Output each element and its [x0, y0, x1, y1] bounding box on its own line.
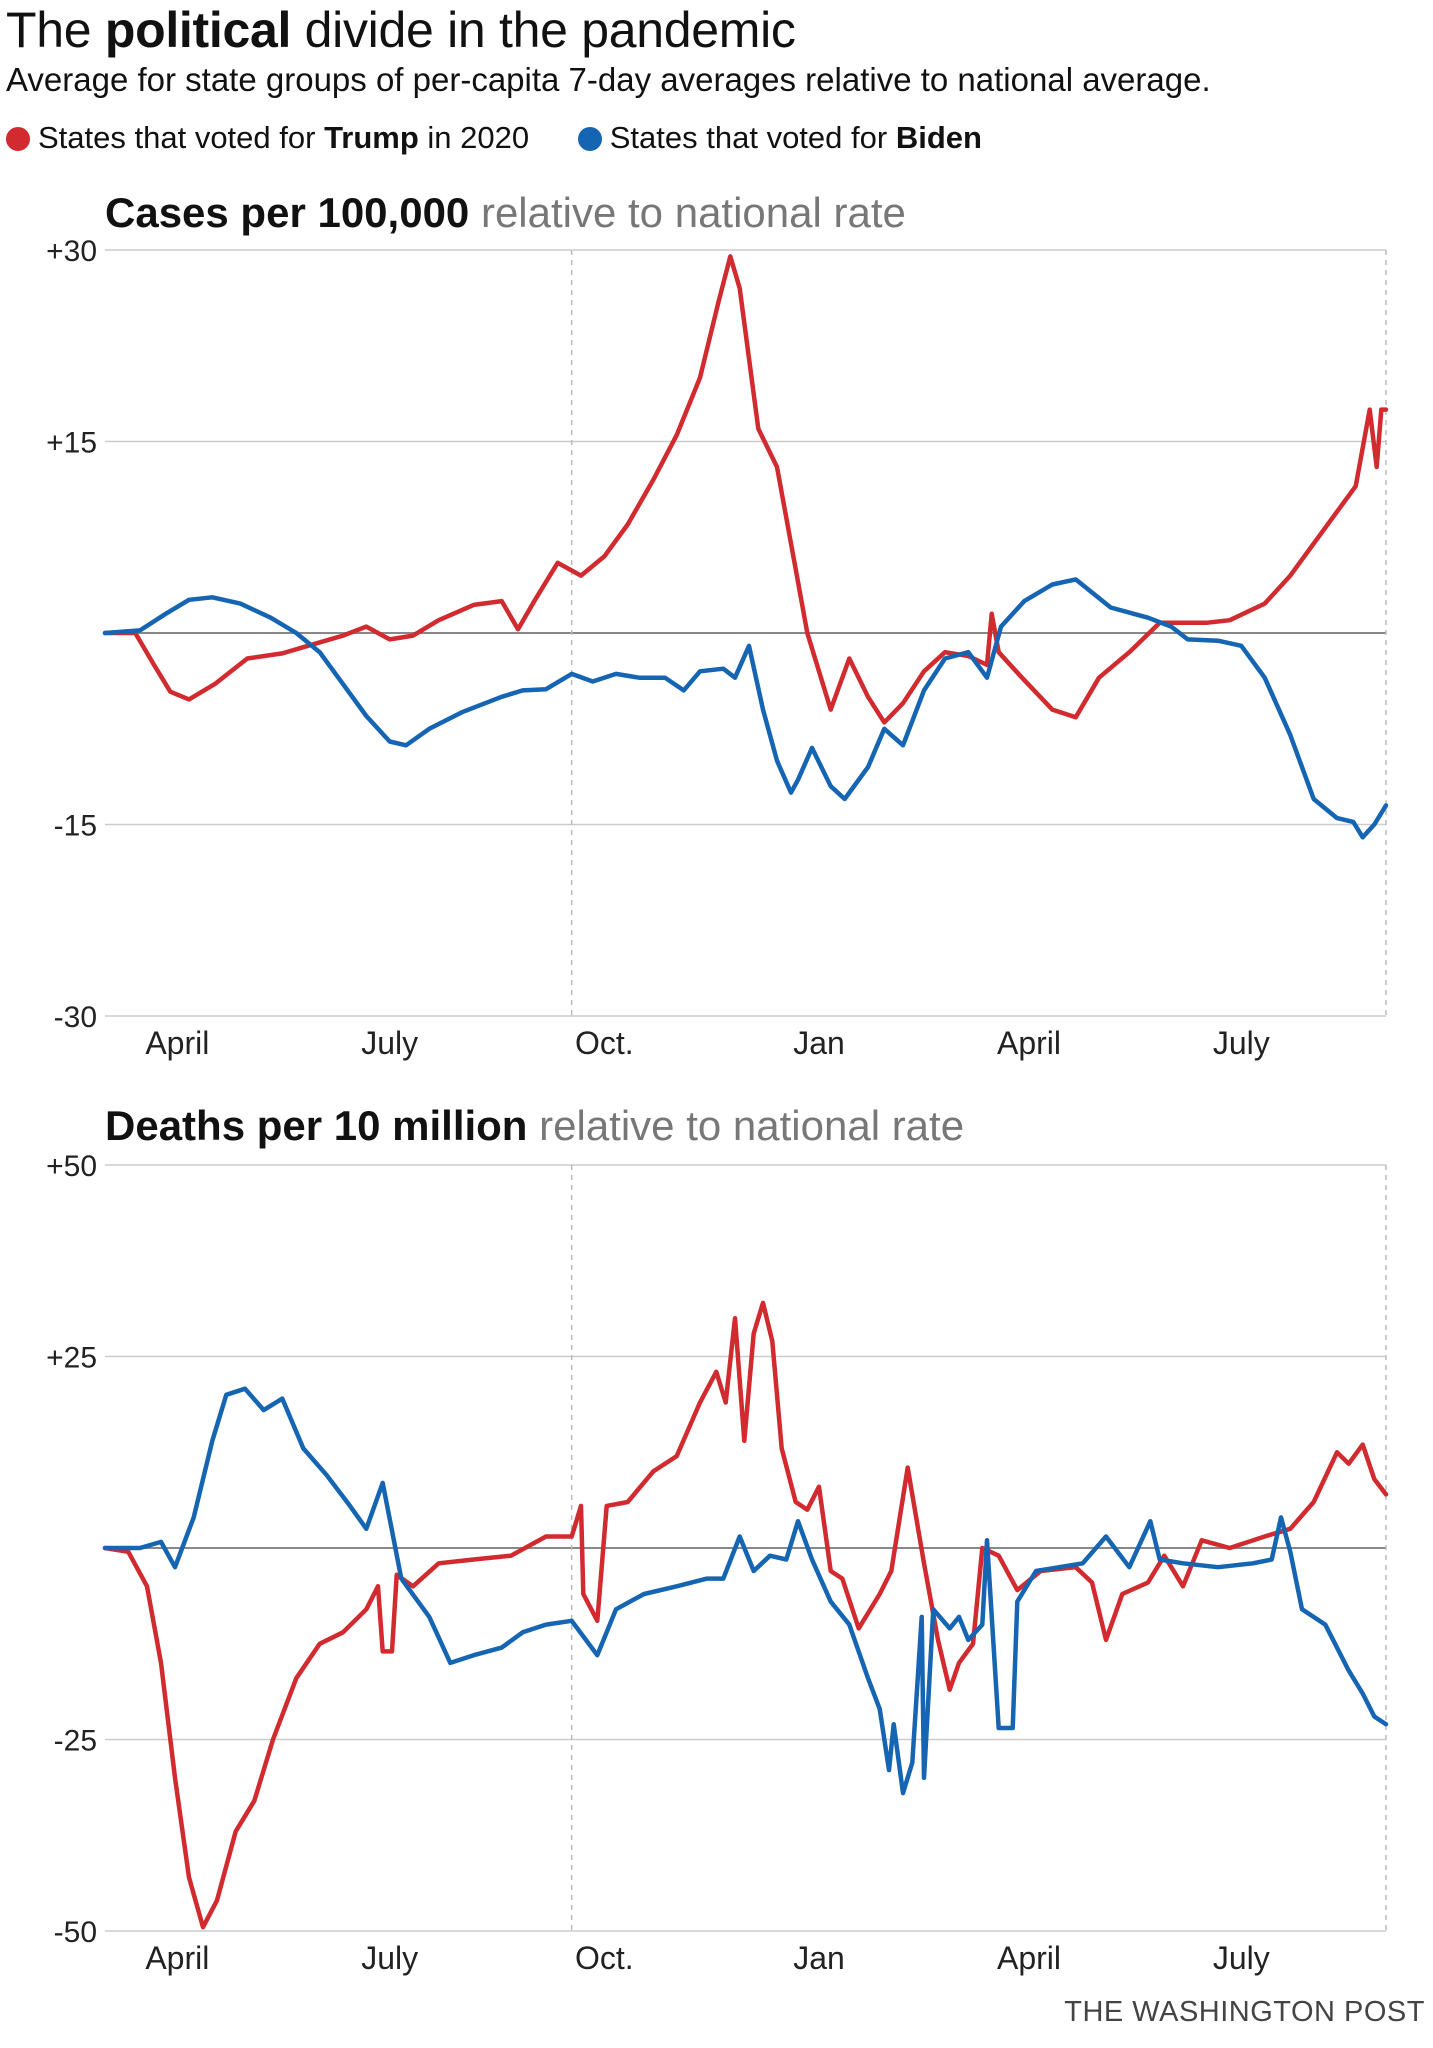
deaths-xtick-label: April	[997, 1940, 1061, 1976]
deaths-ytick-label: -50	[54, 1916, 97, 1949]
deaths-xtick-label: Oct.	[575, 1940, 634, 1976]
chart-title: The political divide in the pandemic	[6, 2, 796, 58]
legend-item-biden: States that voted for Biden	[577, 118, 982, 158]
deaths-xtick-label: July	[1213, 1940, 1270, 1976]
chart-subtitle: Average for state groups of per-capita 7…	[6, 61, 1211, 98]
title-bold: political	[104, 2, 292, 58]
legend-swatch-trump	[6, 127, 30, 151]
legend-biden-pre: States that voted for	[609, 120, 896, 155]
cases-xtick-label: April	[997, 1025, 1061, 1061]
legend-trump-post: in 2020	[418, 120, 530, 155]
deaths-xtick-label: April	[145, 1940, 209, 1976]
title-pre: The	[6, 2, 105, 58]
cases-series-trump	[102, 254, 1389, 725]
cases-xtick-label: Jan	[793, 1025, 845, 1061]
cases-ytick-label: +15	[46, 427, 97, 460]
cases-ytick-label: +30	[46, 235, 97, 268]
cases-xtick-label: July	[361, 1025, 418, 1061]
deaths-ytick-label: +25	[46, 1342, 97, 1375]
deaths-ytick-label: +50	[46, 1150, 97, 1183]
deaths-xtick-label: Jan	[793, 1940, 845, 1976]
deaths-panel-title: Deaths per 10 million relative to nation…	[105, 1101, 964, 1151]
cases-ytick-label: -15	[54, 810, 97, 843]
deaths-chart: +50 +25 -25 -50 April July Oct. Jan April July	[46, 1150, 1389, 1976]
legend-trump-pre: States that voted for	[38, 120, 325, 155]
deaths-panel-title-main: Deaths per 10 million	[105, 1102, 528, 1149]
cases-ytick-label: -30	[54, 1001, 97, 1034]
deaths-panel-title-sub: relative to national rate	[539, 1102, 965, 1149]
legend-biden-bold: Biden	[895, 120, 982, 155]
cases-chart: +30 +15 -15 -30 April July Oct. Jan April July	[46, 235, 1389, 1061]
deaths-series-biden	[102, 1386, 1389, 1796]
source-credit: THE WASHINGTON POST	[1064, 1996, 1425, 2028]
cases-panel-title-main: Cases per 100,000	[105, 189, 470, 236]
legend-trump-bold: Trump	[324, 120, 419, 155]
cases-xtick-label: Oct.	[575, 1025, 634, 1061]
cases-series-biden	[102, 577, 1389, 840]
legend-item-trump: States that voted for Trump in 2020	[6, 118, 529, 158]
deaths-xtick-label: July	[361, 1940, 418, 1976]
legend: States that voted for Trump in 2020 Stat…	[6, 118, 1022, 158]
cases-xtick-label: July	[1213, 1025, 1270, 1061]
deaths-ytick-label: -25	[54, 1725, 97, 1758]
cases-panel-title: Cases per 100,000 relative to national r…	[105, 188, 906, 238]
title-post: divide in the pandemic	[291, 2, 796, 58]
cases-xtick-label: April	[145, 1025, 209, 1061]
legend-swatch-biden	[577, 127, 602, 151]
cases-panel-title-sub: relative to national rate	[480, 189, 906, 236]
deaths-series-trump	[102, 1300, 1389, 1930]
